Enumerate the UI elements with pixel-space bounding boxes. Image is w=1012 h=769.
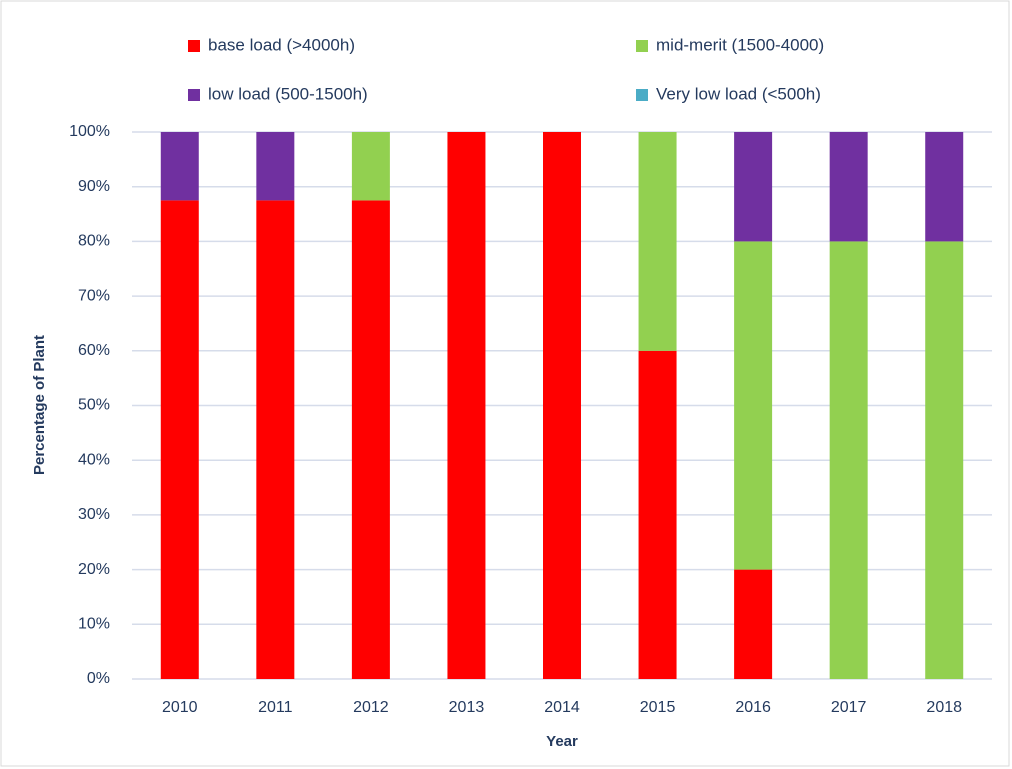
bar-segment [256,132,295,201]
y-tick-label: 100% [69,123,110,140]
x-tick-label: 2018 [926,699,962,716]
x-tick-label: 2011 [258,699,293,716]
y-tick-label: 40% [78,451,110,468]
y-tick-label: 80% [78,233,110,250]
y-tick-label: 90% [78,178,110,195]
bar-segment [734,569,773,679]
y-tick-label: 50% [78,397,110,414]
x-tick-label: 2014 [544,699,580,716]
bar-segment [638,350,677,679]
legend-swatch [636,40,648,52]
y-tick-label: 20% [78,561,110,578]
x-tick-label: 2010 [162,699,198,716]
x-tick-label: 2017 [831,699,867,716]
bar-segment [543,132,581,679]
x-tick-label: 2015 [640,699,676,716]
bar-segment [829,241,868,679]
bar-segment [734,132,773,242]
legend-swatch [636,89,648,101]
bar-segment [160,200,199,679]
bar-segment [160,132,199,201]
legend-label: Very low load (<500h) [656,84,821,103]
bar-segment [925,241,964,679]
x-tick-label: 2016 [735,699,771,716]
legend-label: low load (500-1500h) [208,84,368,103]
bar-segment [925,132,964,242]
y-tick-label: 60% [78,342,110,359]
y-tick-label: 10% [78,616,110,633]
legend-label: mid-merit (1500-4000) [656,35,824,54]
y-tick-label: 30% [78,506,110,523]
bar-segment [447,132,486,679]
bar-segment [734,241,773,570]
legend-swatch [188,89,200,101]
y-tick-label: 70% [78,287,110,304]
bar-segment [829,132,868,242]
y-axis-title: Percentage of Plant [31,335,48,475]
x-axis-title: Year [546,733,578,750]
bar-segment [351,200,390,679]
bar-segment [638,132,677,351]
x-tick-label: 2012 [353,699,389,716]
legend-swatch [188,40,200,52]
legend-label: base load (>4000h) [208,35,355,54]
y-tick-label: 0% [87,670,110,687]
bar-segment [351,132,390,201]
x-tick-label: 2013 [449,699,485,716]
bar-segment [256,200,295,679]
